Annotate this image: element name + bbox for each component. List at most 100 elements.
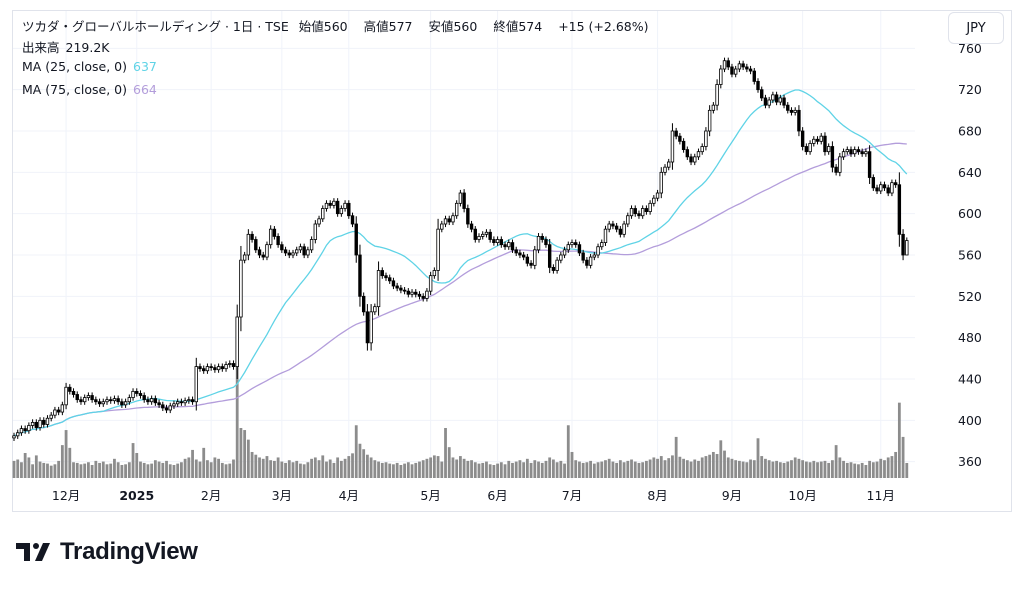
- candle-body: [27, 425, 31, 432]
- candle: [239, 245, 243, 332]
- candle: [867, 145, 872, 184]
- candle-body: [265, 244, 269, 258]
- candle: [763, 94, 768, 109]
- volume-bar: [310, 458, 313, 478]
- candle: [183, 397, 187, 406]
- price-tick-label: 440: [958, 371, 982, 386]
- volume-bar: [559, 460, 563, 478]
- volume-bar: [782, 462, 786, 478]
- volume-bar: [57, 460, 61, 478]
- candle-body: [693, 156, 697, 163]
- candle-body: [648, 202, 652, 213]
- volume-bar: [685, 460, 689, 478]
- volume-bar: [578, 461, 581, 478]
- candle: [570, 239, 574, 248]
- candle-body: [361, 295, 366, 313]
- candle-body: [867, 151, 872, 178]
- volume-bar: [213, 457, 217, 478]
- candle-body: [733, 68, 738, 75]
- candle: [391, 277, 396, 290]
- volume-bar: [726, 457, 730, 478]
- volume-bar: [429, 457, 433, 478]
- volume-bar: [220, 462, 224, 478]
- volume-bar: [786, 461, 790, 478]
- candle-body: [588, 256, 593, 266]
- candle: [131, 388, 135, 401]
- candle-body: [607, 223, 611, 230]
- candle-body: [246, 233, 251, 256]
- ma75-line: [13, 142, 907, 437]
- candle: [659, 167, 663, 199]
- candle-body: [577, 244, 582, 254]
- volume-bar: [373, 460, 377, 478]
- candle: [272, 226, 277, 240]
- volume-bar: [875, 461, 879, 478]
- open-label: 始値: [298, 19, 324, 34]
- candle-body: [529, 262, 533, 266]
- candle-body: [451, 215, 455, 223]
- candle: [302, 243, 306, 259]
- volume-bar: [157, 461, 161, 478]
- price-tick-label: 720: [958, 82, 982, 97]
- volume-bar: [410, 464, 414, 478]
- candle-body: [853, 149, 857, 155]
- volume-bar: [176, 463, 180, 478]
- volume-bar: [362, 449, 366, 478]
- volume-bar: [868, 460, 871, 478]
- candle-body: [205, 366, 210, 372]
- candle: [127, 394, 132, 405]
- volume-bar: [351, 453, 354, 478]
- ma75-legend[interactable]: MA (75, close, 0) 664: [22, 82, 163, 97]
- time-tick-label: 2025: [119, 488, 154, 503]
- candle-body: [711, 104, 716, 111]
- time-tick-label: 11月: [867, 488, 895, 503]
- ma25-legend[interactable]: MA (25, close, 0) 637: [22, 59, 163, 74]
- volume-bar: [150, 463, 154, 478]
- volume-bar: [444, 428, 447, 478]
- candle: [209, 363, 213, 371]
- candle-body: [782, 97, 786, 106]
- currency-button[interactable]: JPY: [948, 12, 1004, 44]
- candle: [321, 205, 325, 222]
- candle-body: [354, 223, 358, 256]
- volume-bar: [473, 462, 477, 478]
- candle-body: [149, 398, 154, 403]
- candlestick-chart[interactable]: 760 720 680 640 600 560 520 480 440 400 360 12月 202…: [0, 0, 1024, 520]
- candle: [347, 200, 351, 219]
- candle: [618, 226, 623, 238]
- candle: [350, 212, 355, 228]
- candle: [94, 396, 98, 405]
- candle-body: [886, 187, 890, 194]
- volume-bar: [38, 461, 42, 478]
- candle-body: [164, 407, 169, 411]
- volume-bar: [124, 464, 127, 478]
- candle: [153, 395, 158, 406]
- volume-bar: [395, 462, 399, 478]
- candle-body: [570, 242, 574, 246]
- candle-body: [131, 390, 135, 398]
- volume-bar: [79, 464, 83, 478]
- volume-bar: [860, 462, 864, 478]
- candle-body: [629, 208, 634, 217]
- candle: [707, 105, 712, 137]
- candle-body: [719, 68, 723, 85]
- candle-body: [42, 419, 46, 425]
- candle: [380, 267, 384, 279]
- candle-body: [767, 99, 771, 106]
- candle-body: [172, 403, 176, 407]
- candle-body: [16, 432, 20, 437]
- candle-body: [893, 182, 898, 186]
- volume-bar: [336, 457, 340, 478]
- tradingview-logo[interactable]: TradingView: [16, 538, 198, 566]
- volume-bar: [161, 462, 165, 478]
- candle-body: [484, 231, 489, 235]
- volume-bar: [87, 462, 90, 478]
- volume-bar: [72, 462, 75, 478]
- volume-bar: [60, 445, 64, 478]
- volume-bar: [284, 462, 287, 478]
- volume-bar: [317, 460, 321, 478]
- volume-bar: [548, 457, 552, 478]
- candle-body: [436, 228, 440, 271]
- candle: [741, 60, 745, 71]
- candle: [432, 267, 437, 279]
